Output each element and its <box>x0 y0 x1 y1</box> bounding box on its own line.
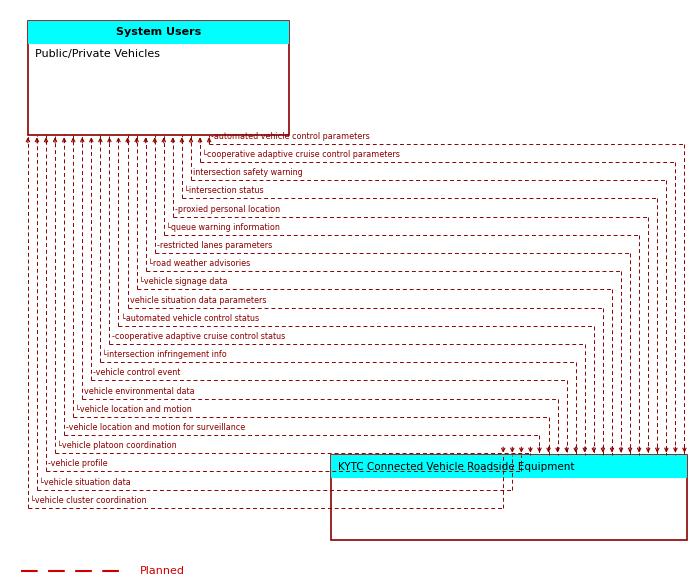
Text: └automated vehicle control status: └automated vehicle control status <box>121 314 259 323</box>
Text: └vehicle location and motion: └vehicle location and motion <box>75 405 192 414</box>
Text: System Users: System Users <box>116 27 201 38</box>
Text: -restricted lanes parameters: -restricted lanes parameters <box>157 241 272 250</box>
Text: vehicle situation data parameters: vehicle situation data parameters <box>130 296 266 305</box>
Text: -cooperative adaptive cruise control status: -cooperative adaptive cruise control sta… <box>112 332 285 341</box>
Text: └vehicle cluster coordination: └vehicle cluster coordination <box>30 496 146 505</box>
Text: -proxied personal location: -proxied personal location <box>175 205 280 214</box>
Text: -automated vehicle control parameters: -automated vehicle control parameters <box>211 132 370 141</box>
Text: vehicle environmental data: vehicle environmental data <box>84 387 195 396</box>
Text: -vehicle profile: -vehicle profile <box>48 460 108 468</box>
Text: Planned: Planned <box>139 565 185 576</box>
Text: └intersection status: └intersection status <box>184 187 263 195</box>
Text: └queue warning information: └queue warning information <box>166 222 279 232</box>
Text: └vehicle situation data: └vehicle situation data <box>39 478 131 487</box>
Text: └vehicle signage data: └vehicle signage data <box>139 277 227 286</box>
Bar <box>28 21 289 135</box>
Text: └vehicle platoon coordination: └vehicle platoon coordination <box>57 441 177 450</box>
Bar <box>331 455 687 478</box>
Bar <box>331 455 687 540</box>
Text: Public/Private Vehicles: Public/Private Vehicles <box>35 49 160 59</box>
Text: intersection safety warning: intersection safety warning <box>193 168 302 177</box>
Bar <box>28 21 289 44</box>
Text: └cooperative adaptive cruise control parameters: └cooperative adaptive cruise control par… <box>202 150 400 159</box>
Text: -vehicle location and motion for surveillance: -vehicle location and motion for surveil… <box>66 423 245 432</box>
Text: -vehicle control event: -vehicle control event <box>93 369 181 377</box>
Text: └road weather advisories: └road weather advisories <box>148 259 250 268</box>
Text: KYTC Connected Vehicle Roadside Equipment: KYTC Connected Vehicle Roadside Equipmen… <box>338 461 574 472</box>
Text: └intersection infringement info: └intersection infringement info <box>102 350 227 359</box>
